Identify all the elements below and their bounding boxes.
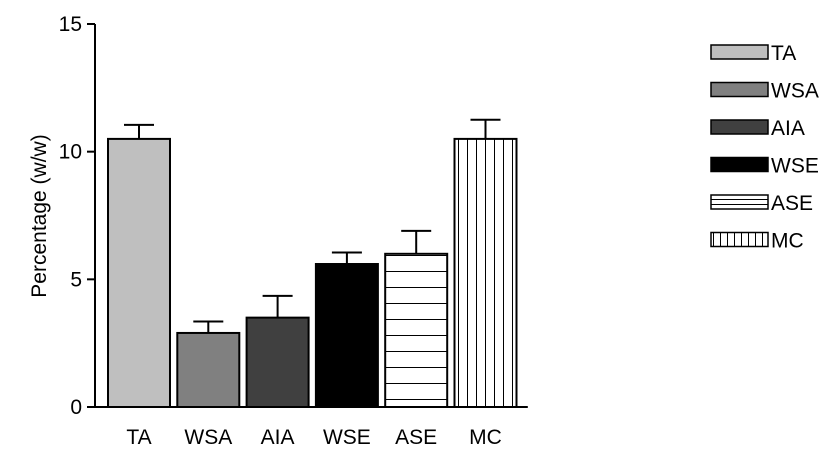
- legend-swatch-mc: [710, 231, 769, 248]
- legend-swatch-ta: [710, 44, 769, 60]
- legend-swatch-aia: [710, 119, 769, 135]
- legend: TA WSA AIA WSE ASE MC: [710, 42, 819, 253]
- x-tick-labels: TA WSA AIA WSE ASE MC: [126, 426, 501, 449]
- legend-label-ase: ASE: [771, 192, 813, 215]
- y-tick-label: 0: [70, 396, 82, 419]
- bar-wsa: [176, 331, 241, 409]
- y-axis-title: Percentage (w/w): [28, 134, 51, 297]
- error-bars: [124, 118, 501, 333]
- bar-wse: [314, 263, 379, 408]
- bars: [107, 137, 518, 409]
- bar-ase: [384, 252, 449, 408]
- x-tick-label: WSE: [323, 426, 371, 449]
- legend-swatch-ase: [710, 194, 769, 210]
- legend-label-wse: WSE: [771, 155, 819, 178]
- y-tick-label: 5: [70, 268, 82, 291]
- bar-ta: [107, 137, 171, 408]
- x-tick-label: WSA: [184, 426, 232, 449]
- bar-aia: [245, 316, 310, 408]
- y-tick-labels: 0 5 10 15: [59, 13, 82, 419]
- x-tick-label: MC: [469, 426, 502, 449]
- legend-swatch-wsa: [710, 81, 769, 98]
- x-tick-label: ASE: [395, 426, 437, 449]
- y-tick-label: 10: [59, 141, 82, 164]
- legend-label-ta: TA: [771, 42, 796, 65]
- bar-mc: [453, 137, 518, 408]
- legend-label-wsa: WSA: [771, 80, 819, 103]
- y-tick-label: 15: [59, 13, 82, 36]
- legend-label-mc: MC: [771, 230, 804, 253]
- x-tick-label: TA: [126, 426, 151, 449]
- legend-swatch-wse: [710, 156, 769, 173]
- legend-label-aia: AIA: [771, 117, 805, 140]
- x-tick-label: AIA: [261, 426, 295, 449]
